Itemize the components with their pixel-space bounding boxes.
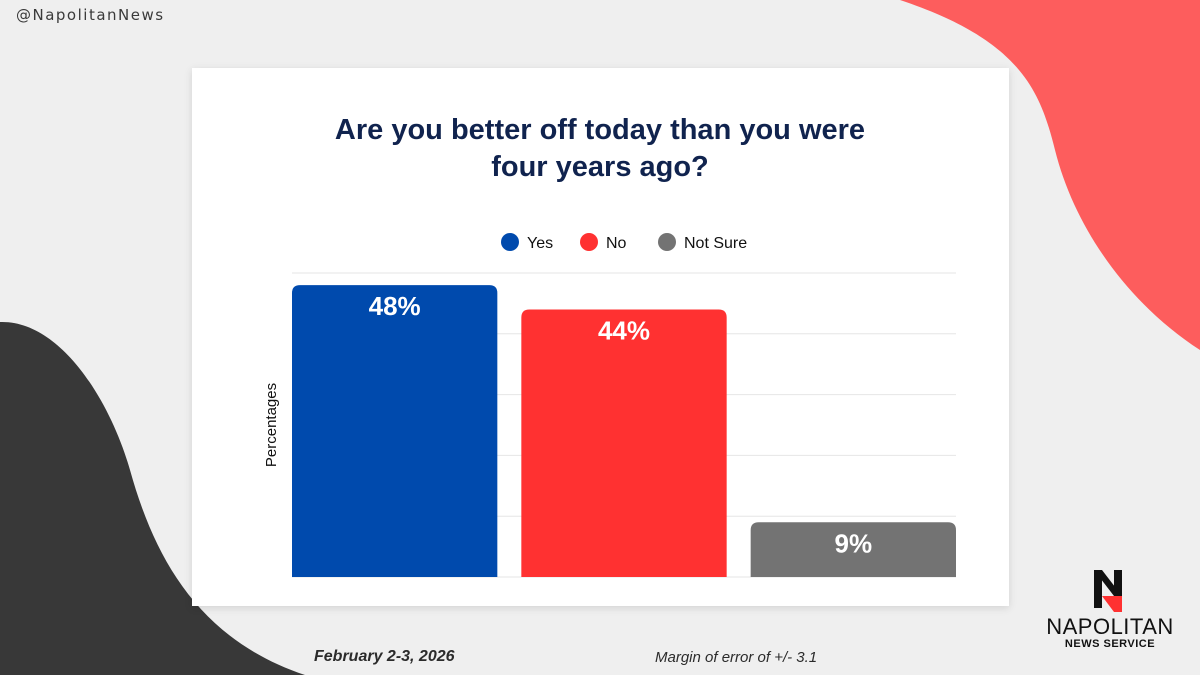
chart-title-line: four years ago? — [491, 151, 709, 183]
bar — [521, 309, 727, 577]
chart-title-line: Are you better off today than you were — [334, 114, 866, 146]
legend-marker — [501, 233, 519, 251]
legend-label: Yes — [527, 235, 553, 252]
coral-background-shape — [900, 0, 1200, 350]
social-handle: @NapolitanNews — [16, 6, 165, 24]
bar-data-label: 48% — [369, 291, 421, 321]
legend-marker — [580, 233, 598, 251]
bar-data-label: 44% — [598, 315, 650, 345]
bar — [750, 522, 956, 577]
logo-name: NAPOLITAN — [1046, 614, 1174, 639]
napolitan-n-logo-icon — [1094, 570, 1122, 612]
legend-marker — [658, 233, 676, 251]
y-axis-label: Percentages — [263, 383, 280, 467]
chart-title: Are you better off today than you were f… — [0, 112, 1200, 186]
margin-of-error: Margin of error of +/- 3.1 — [655, 649, 818, 666]
logo-subtitle: NEWS SERVICE — [1064, 638, 1156, 650]
poll-date: February 2-3, 2026 — [314, 648, 455, 665]
napolitan-logo: NAPOLITAN NEWS SERVICE — [1040, 566, 1180, 656]
dark-background-shape — [0, 321, 305, 675]
legend-label: No — [606, 235, 627, 252]
bar-data-label: 9% — [835, 528, 873, 558]
legend-label: Not Sure — [684, 235, 747, 252]
bar — [292, 285, 498, 577]
